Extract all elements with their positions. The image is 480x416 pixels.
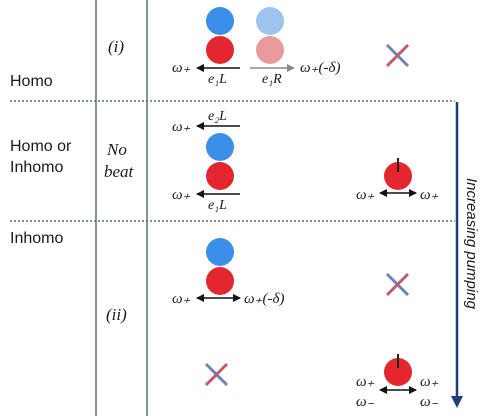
omega-plus-label: ω₊	[420, 187, 439, 203]
case-label-i: (i)	[108, 37, 125, 56]
red-sphere-faded	[256, 36, 284, 64]
cross-icon	[385, 43, 410, 68]
omega-plus-label: ω₊	[172, 119, 191, 135]
red-sphere-with-tick	[384, 358, 412, 386]
no-beat-label-line2: beat	[104, 162, 134, 181]
e2L-label: e₂L	[208, 109, 227, 124]
no-beat-label-line1: No	[107, 140, 127, 159]
omega-plus-label: ω₊	[356, 374, 375, 390]
omega-plus-label: ω₊	[172, 291, 191, 307]
omega-plus-label: ω₊	[172, 187, 191, 203]
increasing-pumping-label: Increasing pumping	[463, 178, 480, 309]
blue-sphere	[206, 7, 234, 35]
row-label-homo-or: Homo or	[10, 138, 72, 155]
e1L-label: e₁L	[208, 198, 227, 213]
blue-sphere-faded	[256, 7, 284, 35]
omega-plus-label: ω₊	[172, 60, 191, 76]
row-label-homo: Homo	[10, 73, 53, 90]
cross-icon	[385, 272, 410, 297]
omega-plus-minus-delta-label: ω₊(-δ)	[300, 60, 341, 76]
omega-plus-minus-delta-label: ω₊(-δ)	[244, 291, 285, 307]
red-sphere	[206, 267, 234, 295]
omega-minus-label: ω₋	[420, 394, 439, 410]
omega-plus-label: ω₊	[356, 187, 375, 203]
row-label-inhomo: Inhomo	[10, 230, 64, 247]
blue-sphere	[206, 133, 234, 161]
e1L-label: e₁L	[208, 72, 227, 87]
red-sphere	[206, 162, 234, 190]
e1R-label: e₁R	[262, 72, 282, 87]
omega-minus-label: ω₋	[356, 394, 375, 410]
row-label-inhomo-second-line: Inhomo	[10, 159, 64, 176]
red-sphere	[206, 36, 234, 64]
red-sphere-with-tick	[384, 162, 412, 190]
blue-sphere	[206, 238, 234, 266]
pumping-arrow-head	[451, 396, 463, 408]
omega-plus-label: ω₊	[420, 374, 439, 390]
cross-icon	[204, 362, 229, 387]
case-label-ii: (ii)	[106, 305, 127, 324]
